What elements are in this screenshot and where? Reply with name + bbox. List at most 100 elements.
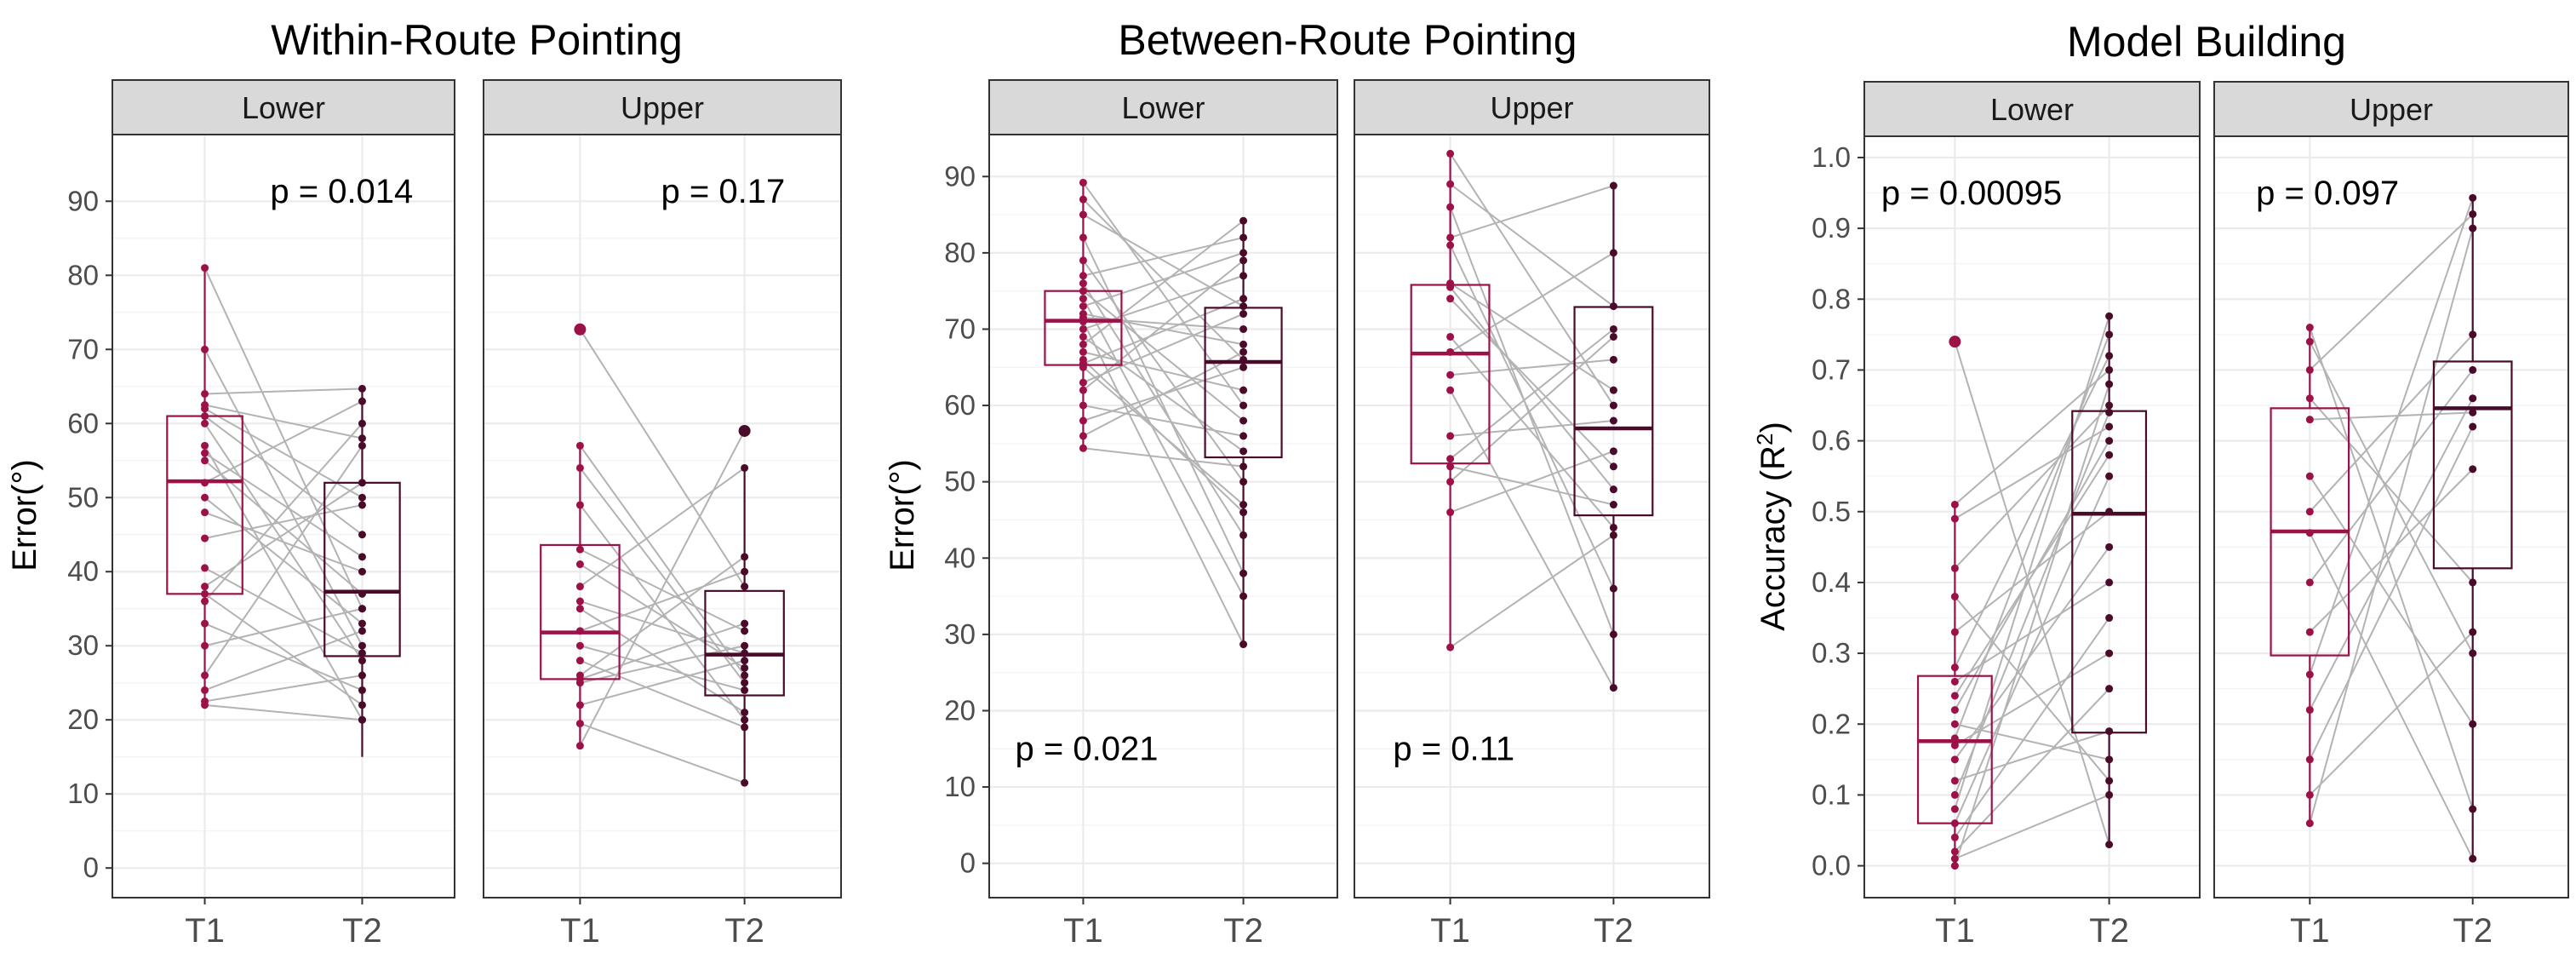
pair-line xyxy=(2309,426,2474,761)
data-point-t1 xyxy=(1446,233,1455,242)
pair-line xyxy=(579,467,746,588)
data-point-t2 xyxy=(358,479,366,487)
data-point-t2 xyxy=(1239,340,1248,348)
pair-line xyxy=(1449,336,1615,529)
data-point-t2 xyxy=(741,723,749,732)
pair-line xyxy=(204,400,363,484)
p-value-annotation: p = 0.17 xyxy=(661,173,786,210)
panel-upper: Upper T1 T2 p = 0.17 xyxy=(483,79,842,950)
data-point-t1 xyxy=(1079,432,1087,440)
pair-line xyxy=(1083,405,1244,437)
data-point-t2 xyxy=(1239,508,1248,517)
data-point-t1 xyxy=(201,641,209,650)
data-point-t2 xyxy=(1239,462,1248,471)
pair-line xyxy=(2309,213,2474,371)
y-axis-label: Accuracy (R2) xyxy=(1752,422,1792,631)
data-point-t1 xyxy=(2305,755,2314,764)
data-point-t2 xyxy=(2105,685,2114,693)
data-point-t1 xyxy=(1446,478,1455,486)
data-point-t2 xyxy=(358,589,366,598)
data-point-t2 xyxy=(1239,233,1248,242)
pair-line xyxy=(1083,297,1244,365)
data-point-t1 xyxy=(201,493,209,502)
data-point-t2 xyxy=(1239,310,1248,319)
data-point-t2 xyxy=(2469,854,2477,863)
data-point-t1 xyxy=(201,589,209,598)
pair-line xyxy=(203,422,364,602)
pair-line xyxy=(1082,220,1245,346)
pair-line xyxy=(1954,440,2110,711)
data-point-t1 xyxy=(2305,706,2314,715)
data-point-t2 xyxy=(358,434,366,443)
data-point-t1 xyxy=(575,641,584,650)
data-point-t2 xyxy=(1239,401,1248,410)
data-point-t1 xyxy=(201,405,209,413)
data-point-t1 xyxy=(201,479,209,487)
pair-line xyxy=(579,445,746,676)
data-point-t2 xyxy=(1609,531,1617,539)
y-tick-label: 0.3 xyxy=(1812,637,1851,669)
data-point-t2 xyxy=(2105,352,2114,360)
pair-line xyxy=(1449,286,1615,491)
data-point-t1 xyxy=(1079,256,1087,265)
facet-label: Upper xyxy=(1490,90,1573,125)
data-point-t2 xyxy=(741,583,749,591)
data-point-t2 xyxy=(1609,485,1617,494)
pair-line xyxy=(2309,631,2474,796)
pair-line xyxy=(1449,206,1615,635)
data-point-t2 xyxy=(1609,584,1617,593)
data-point-t2 xyxy=(2105,727,2114,736)
data-point-t1 xyxy=(1950,777,1959,785)
pair-line xyxy=(2309,227,2474,824)
y-axis-label: Error(°) xyxy=(6,459,43,571)
data-point-t2 xyxy=(2105,755,2114,764)
outlier-point xyxy=(738,424,751,437)
panel-lower: Lower T1 T2 p = 0.021 xyxy=(988,79,1338,950)
pair-line xyxy=(1082,298,1245,597)
data-point-t2 xyxy=(741,663,749,672)
panel-border xyxy=(1863,135,2201,898)
facet-label: Lower xyxy=(1990,92,2074,127)
facet-strip xyxy=(1863,81,2201,137)
y-tick-label: 0.4 xyxy=(1812,566,1851,598)
data-point-t1 xyxy=(1079,272,1087,280)
data-point-t1 xyxy=(1079,287,1087,296)
data-point-t1 xyxy=(1079,318,1087,326)
data-point-t1 xyxy=(1079,302,1087,311)
chart-title: Model Building xyxy=(2067,18,2346,66)
data-point-t1 xyxy=(1446,241,1455,250)
data-point-t1 xyxy=(201,456,209,465)
data-point-t2 xyxy=(2105,790,2114,799)
data-point-t1 xyxy=(1079,195,1087,204)
data-point-t1 xyxy=(201,441,209,450)
p-value-annotation: p = 0.014 xyxy=(270,173,413,210)
pair-line xyxy=(2309,398,2474,711)
data-point-t2 xyxy=(741,463,749,472)
data-point-t1 xyxy=(575,560,584,569)
data-point-t2 xyxy=(1239,272,1248,280)
panel-upper: Upper T1 T2 p = 0.11 xyxy=(1354,79,1710,950)
data-point-t1 xyxy=(2305,508,2314,516)
data-point-t1 xyxy=(2305,790,2314,799)
chart-1: Within-Route Pointing Error(°) 0 10 20 30 40 50… xyxy=(6,16,842,950)
facet-label: Upper xyxy=(2350,92,2433,127)
pair-line xyxy=(1450,359,1614,376)
data-point-t2 xyxy=(1609,523,1617,531)
x-tick-label: T1 xyxy=(2290,912,2330,950)
pair-line xyxy=(1449,297,1615,468)
data-point-t2 xyxy=(2105,543,2114,551)
data-point-t1 xyxy=(201,671,209,680)
data-point-t1 xyxy=(1950,720,1959,728)
data-point-t2 xyxy=(2469,224,2477,233)
pair-line xyxy=(1083,351,1244,392)
data-point-t1 xyxy=(201,564,209,572)
data-point-t1 xyxy=(1446,455,1455,463)
chart-title: Within-Route Pointing xyxy=(271,16,683,64)
data-point-t1 xyxy=(1079,279,1087,288)
y-tick-label: 0.2 xyxy=(1812,708,1851,739)
data-point-t2 xyxy=(358,701,366,709)
data-point-t2 xyxy=(741,778,749,787)
data-point-t2 xyxy=(1239,363,1248,371)
pair-line xyxy=(1082,283,1245,536)
data-point-t1 xyxy=(575,627,584,635)
